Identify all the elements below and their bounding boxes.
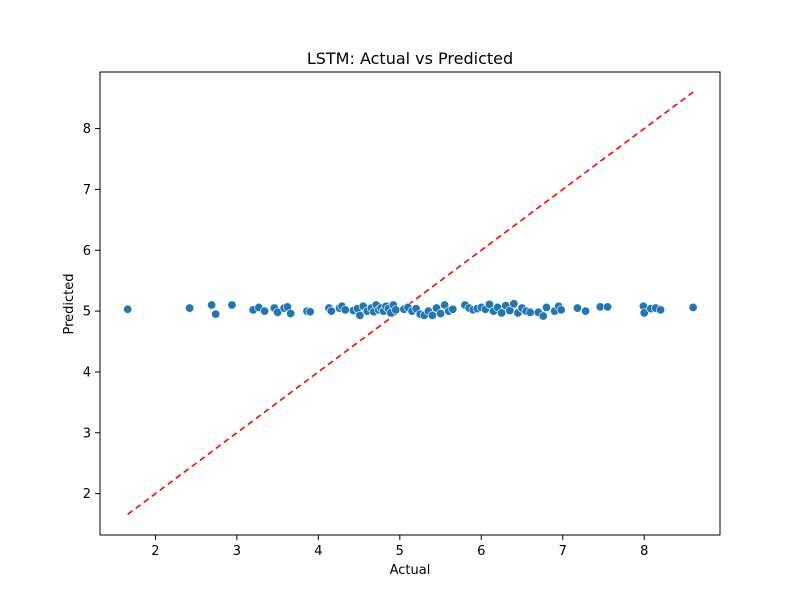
y-tick-label: 5 bbox=[83, 305, 91, 320]
data-point bbox=[581, 306, 591, 316]
data-point bbox=[260, 306, 270, 316]
data-point bbox=[538, 311, 548, 321]
data-point bbox=[227, 300, 237, 310]
data-point bbox=[273, 307, 283, 317]
data-point bbox=[448, 304, 458, 314]
x-tick-label: 8 bbox=[640, 544, 648, 559]
data-point bbox=[484, 299, 494, 309]
y-tick-label: 8 bbox=[83, 122, 91, 137]
data-point bbox=[427, 310, 437, 320]
data-point bbox=[305, 307, 315, 317]
data-point bbox=[497, 308, 507, 318]
y-tick-label: 6 bbox=[83, 244, 91, 259]
data-point bbox=[436, 309, 446, 319]
y-tick-label: 4 bbox=[83, 365, 91, 380]
x-axis: 2 3 4 5 6 7 8 bbox=[151, 535, 648, 559]
data-point bbox=[123, 304, 133, 314]
data-point bbox=[391, 305, 401, 315]
data-point bbox=[603, 302, 613, 312]
x-tick-label: 6 bbox=[477, 544, 485, 559]
x-tick-label: 3 bbox=[233, 544, 241, 559]
data-point bbox=[688, 302, 698, 312]
data-point bbox=[185, 303, 195, 313]
y-axis-label: Predicted bbox=[62, 273, 77, 334]
data-point bbox=[639, 308, 649, 318]
data-points bbox=[123, 299, 698, 321]
data-point bbox=[509, 299, 519, 309]
data-point bbox=[656, 305, 666, 315]
reference-line bbox=[127, 91, 694, 515]
x-tick-label: 5 bbox=[396, 544, 404, 559]
x-tick-label: 2 bbox=[151, 544, 159, 559]
chart-title: LSTM: Actual vs Predicted bbox=[307, 49, 513, 68]
plot-area bbox=[99, 71, 721, 536]
plot-frame bbox=[99, 71, 721, 536]
data-point bbox=[355, 310, 365, 320]
data-point bbox=[572, 303, 582, 313]
data-point bbox=[286, 309, 296, 319]
y-tick-label: 2 bbox=[83, 487, 91, 502]
data-point bbox=[505, 305, 515, 315]
data-point bbox=[326, 306, 336, 316]
y-axis: 2 3 4 5 6 7 8 bbox=[83, 122, 100, 502]
x-tick-label: 7 bbox=[559, 544, 567, 559]
data-point bbox=[541, 302, 551, 312]
y-tick-label: 3 bbox=[83, 426, 91, 441]
data-point bbox=[207, 300, 217, 310]
x-axis-label: Actual bbox=[390, 563, 431, 578]
data-point bbox=[556, 305, 566, 315]
data-point bbox=[525, 307, 535, 317]
y-tick-label: 7 bbox=[83, 183, 91, 198]
data-point bbox=[340, 305, 350, 315]
data-point bbox=[211, 309, 221, 319]
x-tick-label: 4 bbox=[314, 544, 322, 559]
